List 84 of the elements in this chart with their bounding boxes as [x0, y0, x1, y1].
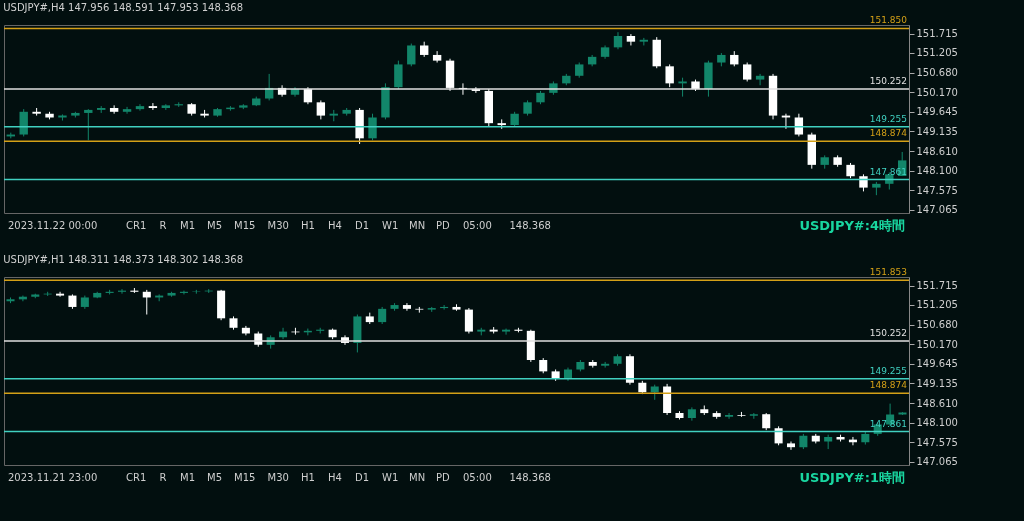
text: PD [436, 220, 451, 231]
candlestick [665, 63, 674, 88]
text: 05:00 [463, 220, 492, 231]
text: W1 [382, 220, 399, 231]
y-tick-label: 148.610 [916, 145, 958, 157]
text: M30 [267, 220, 289, 231]
ref-line-label: 151.850 [869, 15, 908, 26]
text: H1 [301, 220, 315, 231]
chart-title: USDJPY#,H4 147.956 148.591 147.953 148.368 [3, 2, 244, 14]
y-tick-label: 148.100 [916, 165, 958, 177]
text: 148.368 [509, 220, 551, 231]
candlestick [368, 113, 377, 141]
candlestick [742, 62, 752, 82]
text: H4 [328, 472, 342, 483]
candlestick [678, 77, 687, 98]
text: CR1 [126, 220, 147, 231]
text: MN [409, 472, 426, 483]
y-tick-label: 149.135 [916, 377, 958, 389]
y-tick-label: 149.645 [916, 106, 958, 118]
y-tick-label: 149.645 [916, 358, 958, 370]
ref-line-label: 149.255 [869, 113, 907, 124]
y-tick-label: 151.205 [916, 47, 958, 59]
text: M5 [207, 220, 222, 231]
text: MN [409, 220, 426, 231]
candlestick [725, 412, 734, 420]
ref-line-label: 147.861 [869, 418, 907, 429]
text: R [159, 220, 167, 231]
text: H1 [301, 472, 315, 483]
text: PD [436, 472, 451, 483]
ref-line-label: 148.874 [869, 380, 908, 391]
ref-line-label: 150.252 [869, 75, 907, 86]
y-tick-label: 147.575 [916, 184, 958, 196]
text: W1 [382, 472, 399, 483]
text: CR1 [126, 472, 147, 483]
y-tick-label: 151.205 [916, 299, 958, 311]
candlestick [394, 60, 403, 90]
y-tick-label: 151.715 [916, 28, 958, 40]
text: M5 [207, 472, 222, 483]
text: D1 [355, 220, 370, 231]
text: M1 [180, 220, 195, 231]
y-tick-label: 150.170 [916, 338, 958, 350]
candlestick [109, 104, 119, 115]
y-tick-label: 148.610 [916, 397, 958, 409]
y-tick-label: 150.680 [916, 67, 958, 79]
text: 2023.11.22 00:00 [8, 220, 98, 231]
candlestick [316, 99, 326, 120]
text: H4 [328, 220, 342, 231]
ref-line-label: 148.874 [869, 128, 908, 139]
text: 148.368 [509, 472, 551, 483]
text: USDJPY#:1時間 [799, 470, 905, 485]
text: M15 [234, 472, 256, 483]
y-tick-label: 147.575 [916, 436, 958, 448]
chart-title: USDJPY#,H1 148.311 148.373 148.302 148.368 [3, 254, 244, 266]
text: R [159, 472, 167, 483]
ref-line-label: 149.255 [869, 365, 907, 376]
y-tick-label: 147.065 [916, 204, 958, 216]
text: USDJPY#:4時間 [799, 218, 905, 233]
text: M1 [180, 472, 195, 483]
text: D1 [355, 472, 370, 483]
y-tick-label: 147.065 [916, 456, 958, 468]
candlestick [432, 50, 442, 64]
y-tick-label: 149.135 [916, 125, 958, 137]
candlestick [122, 106, 132, 115]
ref-line-label: 150.252 [869, 327, 907, 338]
candlestick [407, 43, 416, 67]
candlestick [148, 102, 158, 111]
candlestick [402, 302, 411, 312]
y-tick-label: 151.715 [916, 280, 958, 292]
candlestick [786, 441, 796, 451]
candlestick [502, 328, 511, 336]
text: M15 [234, 220, 256, 231]
candlestick [626, 33, 636, 46]
candlestick [135, 103, 145, 112]
text: M30 [267, 472, 289, 483]
y-tick-label: 150.680 [916, 319, 958, 331]
y-tick-label: 148.100 [916, 417, 958, 429]
candlestick [56, 291, 65, 298]
candlestick [464, 307, 473, 334]
candlestick [755, 73, 765, 86]
y-tick-label: 150.170 [916, 86, 958, 98]
ref-line-label: 151.853 [869, 267, 907, 278]
text: 2023.11.21 23:00 [8, 472, 98, 483]
text: 05:00 [463, 472, 492, 483]
candlestick [84, 108, 93, 141]
